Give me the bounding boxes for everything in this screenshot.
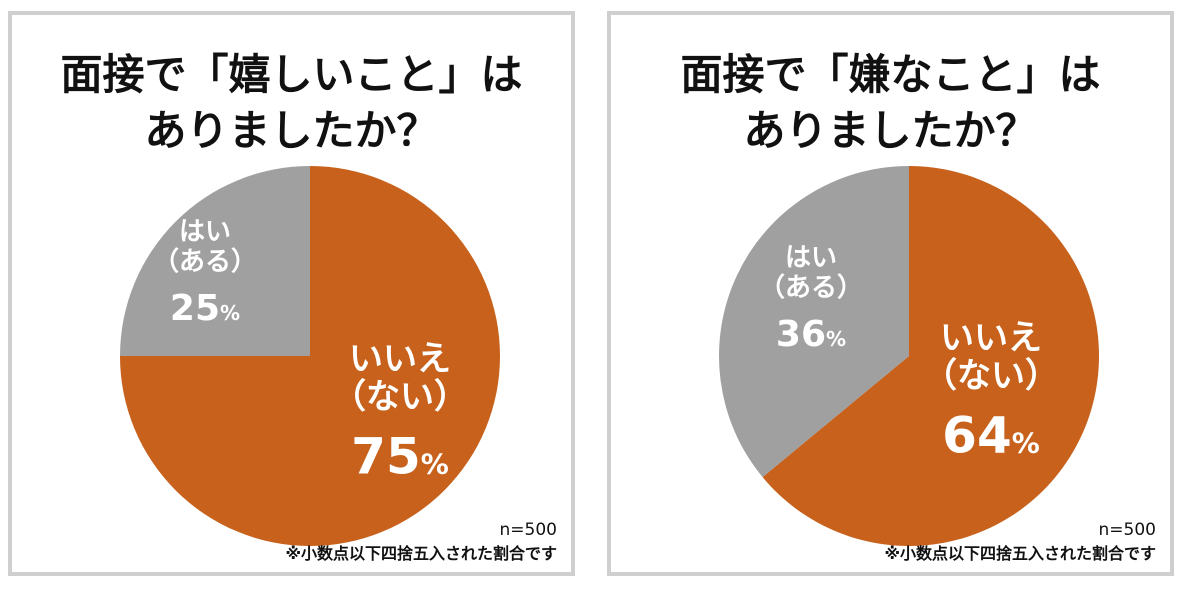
slice-label-yes: はい（ある） 36% — [759, 243, 863, 355]
slice-value: 75% — [351, 428, 449, 486]
sample-size: n=500 — [1098, 520, 1156, 540]
pie-slice-no — [762, 166, 1099, 546]
slice-value: 64% — [942, 407, 1040, 465]
percent-unit: % — [1012, 427, 1040, 460]
chart-title: 面接で「嬉しいこと」は ありましたか？ — [12, 47, 571, 159]
pie-slice-yes — [120, 166, 310, 356]
slice-value: 36% — [776, 314, 846, 355]
slice-value: 25% — [170, 288, 240, 329]
percent-unit: % — [826, 327, 846, 351]
slice-label-text: はい — [179, 217, 231, 247]
slice-label-text: （ある） — [759, 273, 863, 303]
slice-label-text: （ない） — [332, 377, 468, 417]
slice-label-no: いいえ（ない） 75% — [332, 339, 468, 486]
slice-label-text: （ない） — [923, 356, 1059, 396]
pie-slice-yes — [718, 166, 909, 478]
sample-size: n=500 — [499, 520, 557, 540]
chart-title: 面接で「嫌なこと」は ありましたか？ — [611, 47, 1170, 159]
chart-title-line-2: ありましたか？ — [144, 106, 439, 155]
rounding-note: ※小数点以下四捨五入された割合です — [884, 544, 1156, 563]
slice-label-text: はい — [785, 243, 837, 273]
chart-title-line-1: 面接で「嫌なこと」は — [680, 50, 1101, 99]
slice-label-text: （ある） — [153, 247, 257, 277]
chart-panel-happy: 面接で「嬉しいこと」は ありましたか？ いいえ （ない） 75% はい （ある） 25% … — [8, 11, 575, 576]
slice-label-text: いいえ — [940, 318, 1042, 358]
percent-unit: % — [421, 448, 449, 481]
slice-label-no: いいえ（ない） 64% — [923, 318, 1059, 465]
slice-label-yes: はい（ある） 25% — [153, 217, 257, 329]
chart-title-line-2: ありましたか？ — [743, 106, 1038, 155]
pie-chart: いいえ（ない） 64% はい（ある） 36% — [718, 166, 1099, 546]
chart-title-line-1: 面接で「嬉しいこと」は — [60, 50, 523, 99]
chart-panel-unpleasant: 面接で「嫌なこと」は ありましたか？ いいえ （ない） 64% はい （ある） 36% n… — [607, 11, 1174, 576]
pie-chart: いいえ（ない） 75% はい（ある） 25% — [120, 166, 500, 546]
percent-unit: % — [220, 301, 240, 325]
slice-label-text: いいえ — [349, 339, 451, 379]
rounding-note: ※小数点以下四捨五入された割合です — [285, 544, 557, 563]
